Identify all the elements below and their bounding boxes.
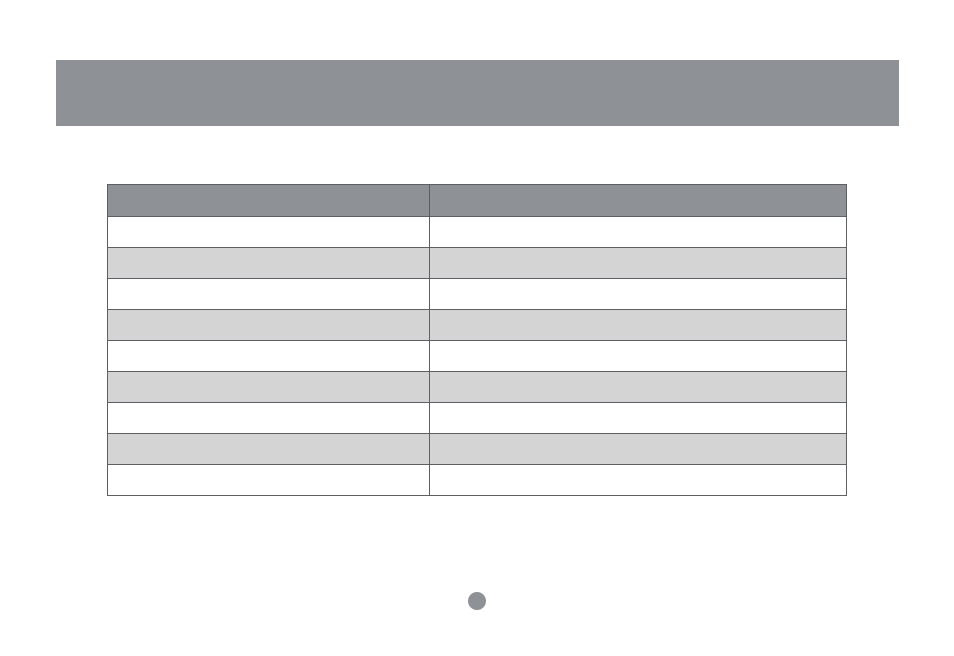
table-cell: [108, 341, 430, 372]
table-cell: [430, 248, 847, 279]
document-page: [0, 0, 954, 656]
table-cell: [108, 403, 430, 434]
table-cell: [108, 372, 430, 403]
table-row: [108, 341, 847, 372]
table-row: [108, 217, 847, 248]
table-cell: [108, 310, 430, 341]
table-cell: [430, 310, 847, 341]
column-header-1: [430, 185, 847, 217]
table-row: [108, 372, 847, 403]
table-cell: [108, 434, 430, 465]
table-cell: [430, 341, 847, 372]
title-banner: [56, 60, 899, 126]
table-row: [108, 279, 847, 310]
column-header-0: [108, 185, 430, 217]
table-cell: [108, 279, 430, 310]
table-cell: [108, 217, 430, 248]
table-cell: [108, 465, 430, 496]
table-row: [108, 310, 847, 341]
table-cell: [108, 248, 430, 279]
table-cell: [430, 217, 847, 248]
page-number-badge: [468, 592, 486, 610]
table-cell: [430, 434, 847, 465]
table-cell: [430, 279, 847, 310]
table-cell: [430, 465, 847, 496]
table-row: [108, 403, 847, 434]
table-header-row: [108, 185, 847, 217]
table-row: [108, 248, 847, 279]
table-cell: [430, 372, 847, 403]
table-cell: [430, 403, 847, 434]
table-row: [108, 434, 847, 465]
table-row: [108, 465, 847, 496]
spec-table: [107, 184, 847, 496]
